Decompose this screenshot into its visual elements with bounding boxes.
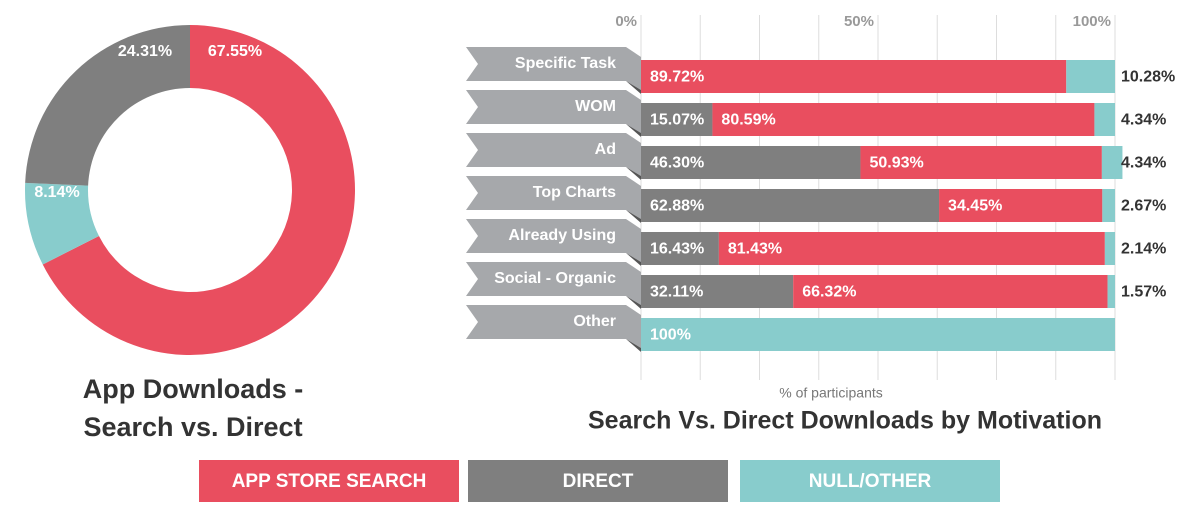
pie-title: App Downloads - Search vs. Direct [82,374,304,442]
category-ribbon [466,219,641,262]
bar-segment [1107,275,1115,308]
ribbon-fold [626,81,641,94]
value-label: 4.34% [1121,155,1166,172]
value-label: 32.11% [650,284,703,301]
category-label: Already Using [508,227,616,244]
bar-segment [1066,60,1115,93]
category-label: WOM [575,98,616,115]
donut-slice [42,25,355,356]
bar-segment [641,189,940,222]
bar-segment [641,103,713,136]
x-tick-label: 0% [615,13,637,30]
ribbon-fold [626,124,641,137]
category-ribbon [466,262,641,305]
ribbon-fold [626,253,641,266]
bar-segment [1102,189,1115,222]
legend-swatch [740,460,1000,502]
category-ribbon [466,47,641,90]
bar-segment [793,275,1108,308]
bar-segment [641,146,861,179]
value-label: 16.43% [650,241,704,258]
category-ribbon [466,133,641,176]
bar-segment [939,189,1103,222]
bar-segment [641,275,794,308]
value-label: 62.88% [650,198,704,215]
legend-label: APP STORE SEARCH [232,471,427,492]
value-label: 81.43% [728,241,782,258]
category-label: Ad [595,141,616,158]
category-label: Top Charts [533,184,616,201]
donut-slice [25,182,99,265]
bar-segment [641,60,1067,93]
value-label: 100% [650,327,691,344]
bar-segment [1101,146,1123,179]
value-label: 1.57% [1121,284,1166,301]
legend-label: DIRECT [563,471,634,492]
legend-swatch [468,460,728,502]
ribbon-fold [626,210,641,223]
bar-segment [1104,232,1115,265]
bar-segment [641,318,1115,351]
bar-segment [641,232,719,265]
ribbon-fold [626,167,641,180]
value-label: 66.32% [802,284,856,301]
legend-swatch [199,460,459,502]
value-label: 2.14% [1121,241,1166,258]
slice-label: 67.55% [208,43,262,60]
x-tick-label: 100% [1073,13,1111,30]
bar-segment [1094,103,1115,136]
bar-segment [860,146,1102,179]
category-label: Social - Organic [494,270,616,287]
slice-label: 8.14% [34,184,79,201]
legend-label: NULL/OTHER [809,471,932,492]
value-label: 50.93% [869,155,923,172]
donut-slice [25,25,190,186]
value-label: 89.72% [650,69,704,86]
x-axis-label: % of participants [779,385,883,401]
category-label: Other [573,313,616,330]
value-label: 10.28% [1121,69,1175,86]
category-ribbon [466,90,641,133]
value-label: 4.34% [1121,112,1166,129]
x-tick-label: 50% [844,13,874,30]
category-label: Specific Task [515,55,616,72]
slice-label: 24.31% [118,43,172,60]
value-label: 80.59% [721,112,775,129]
ribbon-fold [626,296,641,309]
value-label: 34.45% [948,198,1002,215]
value-label: 46.30% [650,155,704,172]
category-ribbon [466,305,641,348]
bar-segment [718,232,1105,265]
bar-segment [712,103,1095,136]
chart-title: Search Vs. Direct Downloads by Motivatio… [588,407,1102,435]
value-label: 15.07% [650,112,704,129]
ribbon-fold [626,339,641,352]
value-label: 2.67% [1121,198,1166,215]
category-ribbon [466,176,641,219]
